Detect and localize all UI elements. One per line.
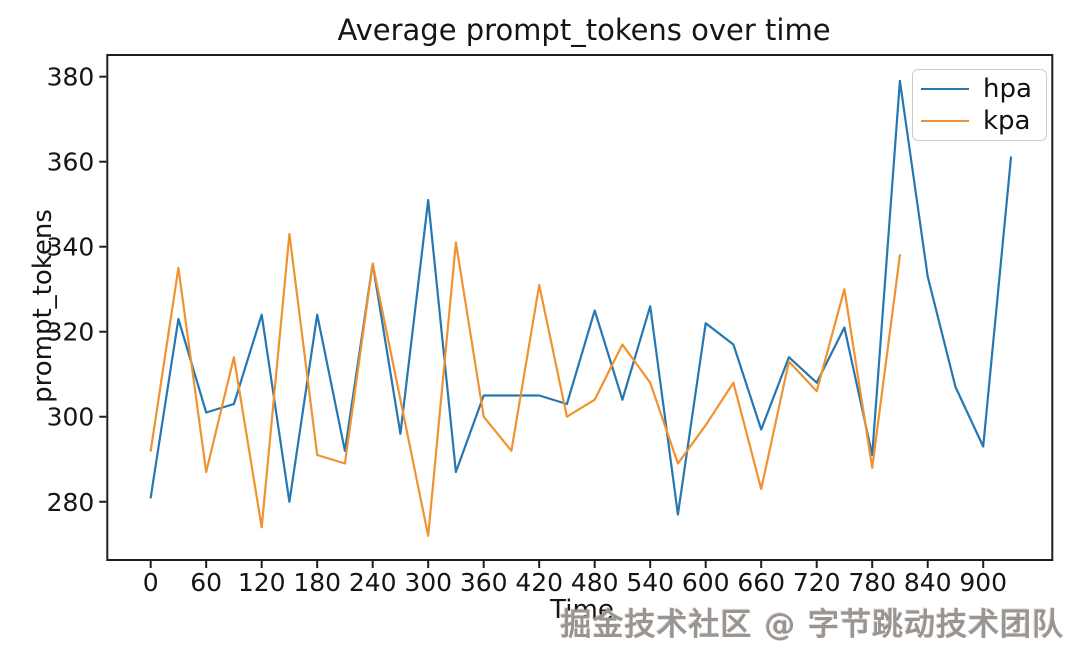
y-axis-label: prompt_tokens xyxy=(28,209,58,403)
y-tick-label: 300 xyxy=(47,403,95,432)
x-axis-ticks: 0 60 120 180 240 300 360 420 480 540 600 660 720 780 8… xyxy=(143,561,1007,597)
axes-frame xyxy=(106,54,1054,561)
x-tick-label: 780 xyxy=(848,568,896,597)
y-axis-ticks: 280 300 320 340 360 380 xyxy=(47,63,107,517)
x-tick-label: 480 xyxy=(571,568,619,597)
x-tick-label: 600 xyxy=(682,568,730,597)
y-tick-label: 340 xyxy=(47,233,95,262)
legend-label-hpa: hpa xyxy=(983,74,1032,104)
series-line-kpa xyxy=(149,232,902,537)
y-tick-label: 280 xyxy=(47,488,95,517)
x-tick-label: 0 xyxy=(143,568,159,597)
x-tick-label: 120 xyxy=(238,568,286,597)
legend-item-kpa: kpa xyxy=(921,108,1038,134)
x-tick-label: 840 xyxy=(904,568,952,597)
legend-item-hpa: hpa xyxy=(921,76,1038,102)
series-line-hpa xyxy=(149,79,1013,516)
x-tick-label: 240 xyxy=(349,568,397,597)
legend-line-sample-kpa xyxy=(921,120,969,122)
legend-label-kpa: kpa xyxy=(983,106,1031,136)
x-tick-label: 360 xyxy=(460,568,508,597)
chart-title: Average prompt_tokens over time xyxy=(337,13,831,47)
legend-line-sample-hpa xyxy=(921,88,969,90)
x-tick-label: 540 xyxy=(626,568,674,597)
x-tick-label: 300 xyxy=(404,568,452,597)
x-tick-label: 660 xyxy=(737,568,785,597)
x-tick-label: 180 xyxy=(293,568,341,597)
y-tick-label: 360 xyxy=(47,148,95,177)
x-axis-label: Time xyxy=(550,595,614,625)
x-tick-label: 720 xyxy=(793,568,841,597)
y-tick-label: 320 xyxy=(47,318,95,347)
y-tick-label: 380 xyxy=(47,63,95,92)
legend: hpa kpa xyxy=(912,69,1047,141)
x-tick-label: 60 xyxy=(190,568,222,597)
x-tick-label: 420 xyxy=(515,568,563,597)
watermark: 掘金技术社区 @ 字节跳动技术团队 xyxy=(560,607,1064,643)
x-tick-label: 900 xyxy=(959,568,1007,597)
